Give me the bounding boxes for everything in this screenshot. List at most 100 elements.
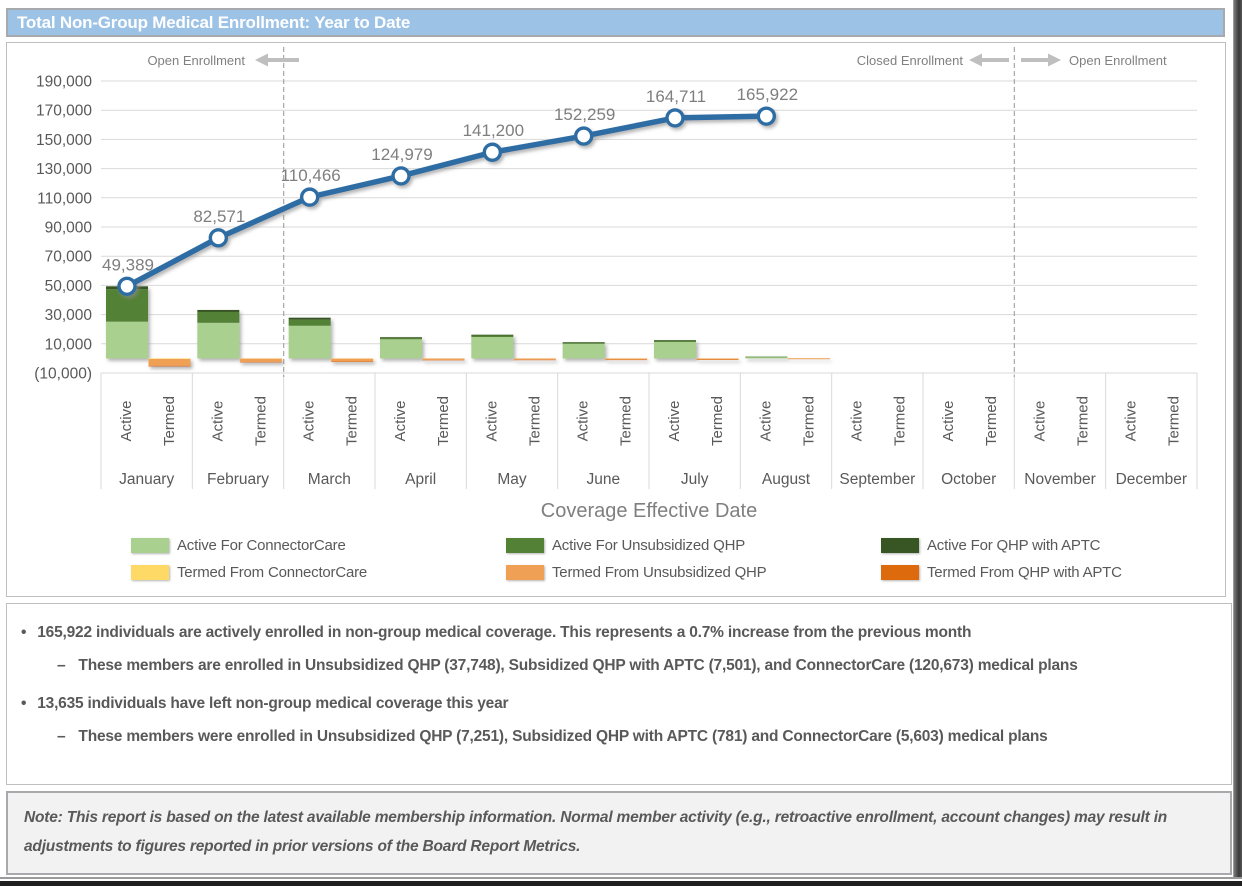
- svg-text:Active: Active: [1031, 401, 1048, 442]
- legend-swatch-termed-unsubsidized-qhp: [506, 565, 544, 580]
- legend-swatch-active-connectorcare: [131, 538, 169, 553]
- stacked-enrollment-bars: [106, 286, 830, 367]
- svg-text:Termed: Termed: [1074, 396, 1091, 446]
- summary-panel: • 165,922 individuals are actively enrol…: [6, 603, 1232, 785]
- svg-text:Termed: Termed: [618, 396, 635, 446]
- svg-text:Termed: Termed: [526, 396, 543, 446]
- legend-swatch-active-unsubsidized-qhp: [506, 538, 544, 553]
- svg-text:190,000: 190,000: [36, 74, 92, 91]
- svg-text:Active: Active: [483, 401, 500, 442]
- svg-text:Active: Active: [666, 401, 683, 442]
- svg-text:January: January: [119, 471, 174, 488]
- x-axis-title: Coverage Effective Date: [541, 500, 757, 522]
- bullet-text: 13,635 individuals have left non-group m…: [37, 695, 509, 712]
- svg-text:50,000: 50,000: [45, 278, 93, 295]
- svg-text:Active: Active: [849, 401, 866, 442]
- legend-label: Termed From Unsubsidized QHP: [552, 564, 767, 581]
- summary-bullet-active-total: • 165,922 individuals are actively enrol…: [21, 624, 1219, 642]
- svg-text:Active: Active: [392, 401, 409, 442]
- svg-text:Active: Active: [209, 401, 226, 442]
- svg-text:September: September: [839, 471, 915, 488]
- bullet-marker: –: [57, 728, 66, 745]
- svg-text:Active: Active: [1123, 401, 1140, 442]
- svg-text:Termed: Termed: [892, 396, 909, 446]
- svg-text:164,711: 164,711: [646, 87, 706, 106]
- report-title-bar: Total Non-Group Medical Enrollment: Year…: [6, 8, 1225, 37]
- svg-text:Termed: Termed: [435, 396, 452, 446]
- legend-label: Termed From ConnectorCare: [177, 564, 368, 581]
- note-panel: Note: This report is based on the latest…: [6, 791, 1232, 875]
- legend-swatch-termed-connectorcare: [131, 565, 169, 580]
- svg-text:152,259: 152,259: [554, 105, 615, 124]
- bullet-text: 165,922 individuals are actively enrolle…: [37, 624, 972, 641]
- bullet-marker: •: [21, 624, 27, 641]
- bullet-marker: •: [21, 695, 27, 712]
- bullet-text: These members were enrolled in Unsubsidi…: [78, 728, 1048, 745]
- window-edge-right: [1233, 0, 1242, 886]
- svg-text:Open Enrollment: Open Enrollment: [1069, 53, 1167, 68]
- svg-text:90,000: 90,000: [45, 220, 93, 237]
- svg-text:May: May: [497, 471, 527, 488]
- svg-text:October: October: [941, 471, 996, 488]
- legend-item-active-connectorcare: Active For ConnectorCare: [131, 537, 506, 554]
- category-axis-labels: Active Termed January Active Termed February A…: [118, 396, 1187, 488]
- svg-text:Active: Active: [118, 401, 135, 442]
- legend-item-active-unsubsidized-qhp: Active For Unsubsidized QHP: [506, 537, 881, 554]
- bullet-text: These members are enrolled in Unsubsidiz…: [78, 657, 1078, 674]
- svg-text:Active: Active: [757, 401, 774, 442]
- svg-text:Closed Enrollment: Closed Enrollment: [857, 53, 964, 68]
- svg-text:Termed: Termed: [252, 396, 269, 446]
- enrollment-chart: 190,000 170,000 150,000 130,000 110,000 90,00…: [34, 47, 1198, 522]
- summary-bullet-termed-breakdown: – These members were enrolled in Unsubsi…: [57, 728, 1219, 746]
- legend-label: Active For Unsubsidized QHP: [552, 537, 746, 554]
- svg-text:110,466: 110,466: [281, 166, 341, 185]
- svg-text:Active: Active: [301, 401, 318, 442]
- svg-text:30,000: 30,000: [45, 307, 93, 324]
- window-edge-bottom: [0, 877, 1242, 886]
- legend-label: Active For QHP with APTC: [927, 537, 1101, 554]
- legend-label: Termed From QHP with APTC: [927, 564, 1122, 581]
- svg-text:49,389: 49,389: [102, 255, 154, 274]
- legend-item-termed-unsubsidized-qhp: Termed From Unsubsidized QHP: [506, 564, 881, 581]
- svg-text:150,000: 150,000: [36, 132, 92, 149]
- svg-text:February: February: [207, 471, 269, 488]
- legend-label: Active For ConnectorCare: [177, 537, 346, 554]
- svg-text:(10,000): (10,000): [34, 366, 92, 383]
- total-enrollment-line: [117, 106, 777, 296]
- svg-text:Termed: Termed: [983, 396, 1000, 446]
- chart-panel: 190,000 170,000 150,000 130,000 110,000 90,00…: [6, 42, 1226, 597]
- svg-text:Termed: Termed: [344, 396, 361, 446]
- legend-item-active-qhp-aptc: Active For QHP with APTC: [881, 537, 1201, 554]
- bullet-marker: –: [57, 657, 66, 674]
- legend-item-termed-connectorcare: Termed From ConnectorCare: [131, 564, 506, 581]
- svg-text:Termed: Termed: [800, 396, 817, 446]
- svg-text:10,000: 10,000: [45, 336, 93, 353]
- line-data-labels: 49,389 82,571 110,466 124,979 141,200 152,259…: [102, 85, 798, 274]
- legend-swatch-termed-qhp-aptc: [881, 565, 919, 580]
- svg-text:April: April: [405, 471, 436, 488]
- note-text: Note: This report is based on the latest…: [24, 809, 1168, 855]
- enrollment-period-annotations: Open Enrollment Closed Enrollment Open Enr…: [147, 53, 1167, 68]
- svg-text:June: June: [587, 471, 621, 488]
- svg-text:Termed: Termed: [709, 396, 726, 446]
- svg-text:141,200: 141,200: [463, 121, 524, 140]
- svg-text:124,979: 124,979: [371, 145, 432, 164]
- legend-item-termed-qhp-aptc: Termed From QHP with APTC: [881, 564, 1201, 581]
- svg-text:110,000: 110,000: [37, 190, 92, 207]
- svg-text:165,922: 165,922: [737, 85, 798, 104]
- svg-text:Termed: Termed: [1166, 396, 1183, 446]
- svg-text:August: August: [762, 471, 811, 488]
- svg-text:November: November: [1024, 471, 1096, 488]
- svg-text:Active: Active: [940, 401, 957, 442]
- svg-text:December: December: [1116, 471, 1188, 488]
- svg-text:Open Enrollment: Open Enrollment: [147, 53, 245, 68]
- summary-bullet-termed-total: • 13,635 individuals have left non-group…: [21, 695, 1219, 713]
- svg-text:170,000: 170,000: [36, 103, 92, 120]
- svg-text:82,571: 82,571: [193, 207, 245, 226]
- svg-text:Termed: Termed: [161, 396, 178, 446]
- svg-text:130,000: 130,000: [36, 161, 92, 178]
- legend-swatch-active-qhp-aptc: [881, 538, 919, 553]
- svg-text:July: July: [681, 471, 709, 488]
- page-title: Total Non-Group Medical Enrollment: Year…: [17, 12, 411, 32]
